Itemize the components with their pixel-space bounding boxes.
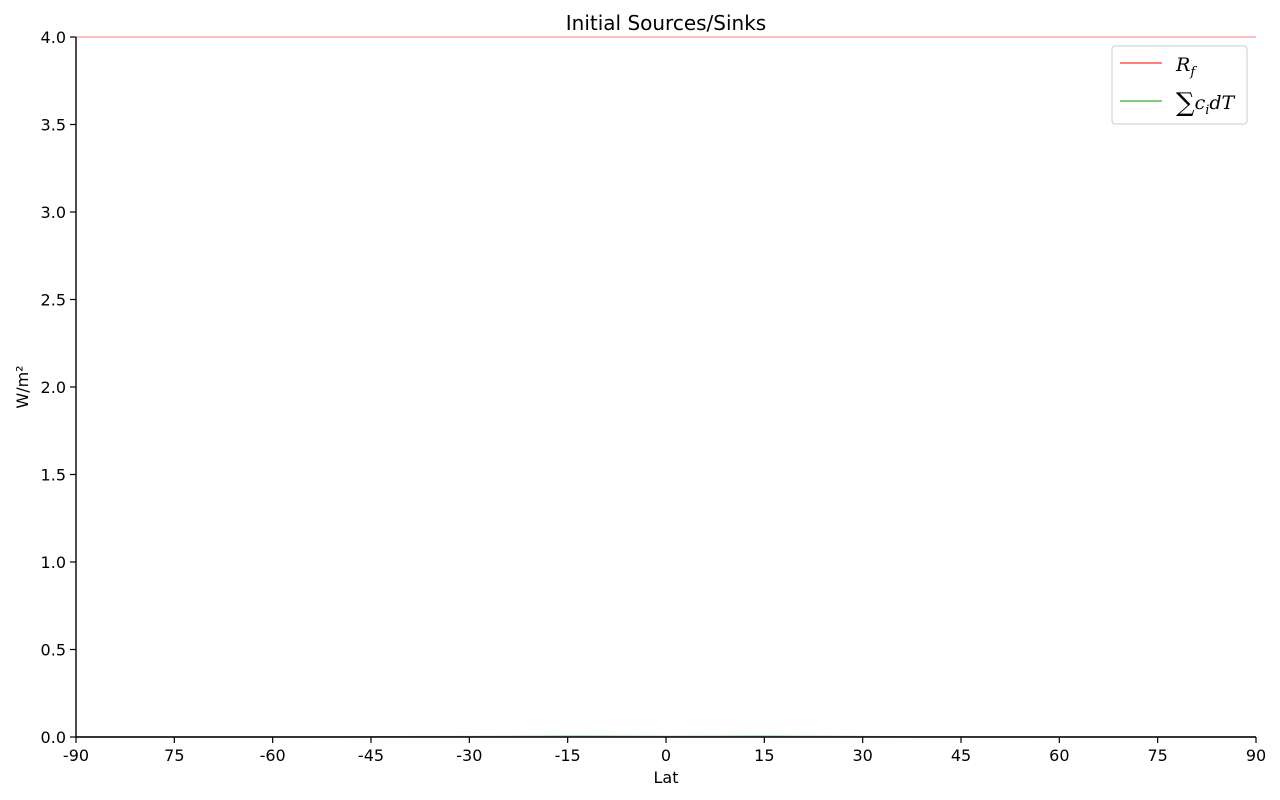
legend-box [1111,45,1248,125]
x-axis-label: Lat [654,768,679,787]
x-tick-label: -60 [260,746,286,765]
x-tick-label: 60 [1049,746,1069,765]
y-tick-label: 0.0 [41,728,66,747]
y-tick-label: 4.0 [41,28,66,47]
x-tick-label: 75 [164,746,184,765]
x-tick-label: 30 [852,746,872,765]
x-tick-label: -15 [555,746,581,765]
y-axis-label: W/m² [13,365,32,408]
series-layer [76,36,1256,738]
x-tick-label: 15 [754,746,774,765]
chart-title: Initial Sources/Sinks [566,11,766,35]
y-tick-label: 3.5 [41,116,66,135]
x-ticks: -90 75 -60 -45 -30 -15 0 15 30 45 60 75 90 [63,737,1266,765]
x-tick-label: 75 [1147,746,1167,765]
x-tick-label: -90 [63,746,89,765]
x-tick-label: -45 [358,746,384,765]
y-tick-label: 2.5 [41,291,66,310]
y-ticks: 0.0 0.5 1.0 1.5 2.0 2.5 3.0 3.5 4.0 [41,28,76,747]
x-tick-label: 90 [1246,746,1266,765]
x-tick-label: 0 [661,746,671,765]
y-tick-label: 3.0 [41,203,66,222]
y-tick-label: 1.5 [41,466,66,485]
legend-label-sum-cidt: ∑cidT [1176,88,1236,118]
y-tick-label: 1.0 [41,553,66,572]
x-tick-label: -30 [456,746,482,765]
legend: Rf ∑cidT [1111,45,1248,125]
y-tick-label: 2.0 [41,378,66,397]
x-tick-label: 45 [951,746,971,765]
y-tick-label: 0.5 [41,641,66,660]
